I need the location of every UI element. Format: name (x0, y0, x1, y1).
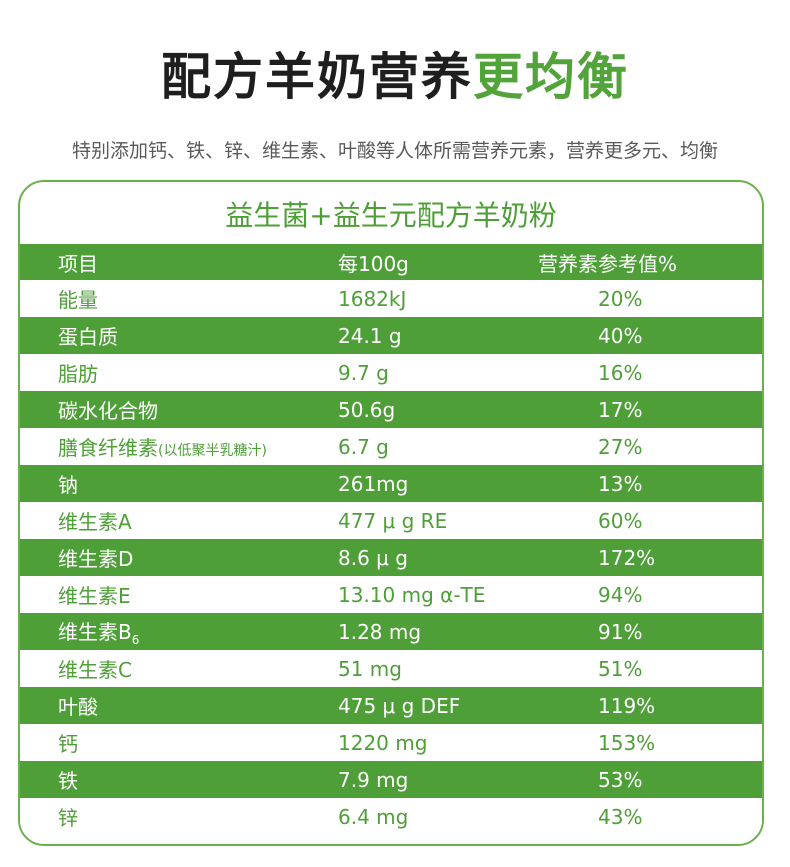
row-item: 锌 (58, 802, 78, 831)
row-amount: 6.4 mg (338, 804, 409, 829)
row-item: 能量 (58, 284, 98, 313)
page-subtitle: 特别添加钙、铁、锌、维生素、叶酸等人体所需营养元素，营养更多元、均衡 (71, 140, 718, 162)
row-item-label: 锌 (58, 806, 78, 830)
row-item-label: 叶酸 (58, 695, 98, 719)
nutrition-panel: 益生菌+益生元配方羊奶粉 项目 每100g 营养素参考值% 能量 1682kJ 20… (18, 180, 764, 846)
table-row: 铁 7.9 mg 53% (20, 761, 762, 798)
row-amount: 475 μ g DEF (338, 693, 461, 718)
row-nrv: 91% (598, 619, 643, 644)
table-row: 蛋白质 24.1 g 40% (20, 317, 762, 354)
nutrition-table: 项目 每100g 营养素参考值% 能量 1682kJ 20% 蛋白质 24.1 g 40%… (20, 244, 762, 835)
row-item: 钙 (58, 728, 78, 757)
row-nrv: 40% (598, 323, 643, 348)
row-item-note: 6 (131, 633, 140, 647)
row-item-label: 脂肪 (58, 362, 98, 386)
row-nrv: 60% (598, 508, 643, 533)
row-nrv: 20% (598, 286, 643, 311)
row-item-label: 钙 (58, 732, 78, 756)
table-row: 钙 1220 mg 153% (20, 724, 762, 761)
table-row: 叶酸 475 μ g DEF 119% (20, 687, 762, 724)
row-item: 维生素C (58, 654, 132, 683)
row-nrv: 17% (598, 397, 643, 422)
row-item-label: 钠 (58, 473, 78, 497)
header-item: 项目 (58, 251, 98, 276)
row-item: 维生素E (58, 580, 131, 609)
table-row: 能量 1682kJ 20% (20, 280, 762, 317)
table-row: 维生素D 8.6 μ g 172% (20, 539, 762, 576)
row-item-label: 能量 (58, 288, 98, 312)
row-item-label: 碳水化合物 (58, 399, 158, 423)
table-row: 钠 261mg 13% (20, 465, 762, 502)
table-row: 碳水化合物 50.6g 17% (20, 391, 762, 428)
row-amount: 8.6 μ g (338, 545, 408, 570)
row-nrv: 153% (598, 730, 656, 755)
panel-title: 益生菌+益生元配方羊奶粉 (225, 199, 557, 232)
row-nrv: 16% (598, 360, 643, 385)
row-amount: 477 μ g RE (338, 508, 448, 533)
row-amount: 50.6g (338, 397, 396, 422)
row-item-label: 维生素A (58, 510, 132, 534)
page-title: 配方羊奶营养更均衡 (0, 42, 790, 112)
table-row: 脂肪 9.7 g 16% (20, 354, 762, 391)
row-amount: 1220 mg (338, 730, 428, 755)
table-row: 维生素B6 1.28 mg 91% (20, 613, 762, 650)
row-amount: 9.7 g (338, 360, 389, 385)
row-item: 维生素D (58, 543, 133, 572)
row-item-label: 铁 (58, 769, 78, 793)
table-row: 维生素E 13.10 mg α-TE 94% (20, 576, 762, 613)
header-nrv: 营养素参考值% (538, 251, 678, 276)
row-item-label: 膳食纤维素 (58, 436, 158, 460)
row-item: 脂肪 (58, 358, 98, 387)
header-amount: 每100g (338, 251, 409, 276)
table-header: 项目 每100g 营养素参考值% (20, 244, 762, 280)
row-amount: 24.1 g (338, 323, 402, 348)
row-item-label: 蛋白质 (58, 325, 118, 349)
table-row: 维生素C 51 mg 51% (20, 650, 762, 687)
row-item-label: 维生素C (58, 658, 132, 682)
row-item: 膳食纤维素(以低聚半乳糖汁) (58, 432, 267, 461)
row-nrv: 13% (598, 471, 643, 496)
row-nrv: 94% (598, 582, 643, 607)
row-amount: 261mg (338, 471, 409, 496)
row-item: 维生素A (58, 506, 132, 535)
page-title-main: 配方羊奶营养 (161, 48, 473, 106)
row-item: 维生素B6 (58, 616, 139, 647)
row-amount: 13.10 mg α-TE (338, 582, 486, 607)
table-row: 膳食纤维素(以低聚半乳糖汁) 6.7 g 27% (20, 428, 762, 465)
row-amount: 7.9 mg (338, 767, 409, 792)
row-item: 碳水化合物 (58, 395, 158, 424)
row-nrv: 43% (598, 804, 643, 829)
table-row: 锌 6.4 mg 43% (20, 798, 762, 835)
row-item: 叶酸 (58, 691, 98, 720)
row-item: 铁 (58, 765, 78, 794)
row-item-label: 维生素E (58, 584, 131, 608)
row-item-note: (以低聚半乳糖汁) (158, 443, 267, 459)
row-nrv: 51% (598, 656, 643, 681)
row-amount: 6.7 g (338, 434, 389, 459)
row-nrv: 172% (598, 545, 656, 570)
row-amount: 51 mg (338, 656, 402, 681)
row-nrv: 53% (598, 767, 643, 792)
table-row: 维生素A 477 μ g RE 60% (20, 502, 762, 539)
row-item: 钠 (58, 469, 78, 498)
row-nrv: 27% (598, 434, 643, 459)
row-item-label: 维生素B (58, 620, 132, 644)
page-title-accent: 更均衡 (473, 48, 629, 106)
row-item: 蛋白质 (58, 321, 118, 350)
row-amount: 1682kJ (338, 286, 407, 311)
row-item-label: 维生素D (58, 547, 134, 571)
row-nrv: 119% (598, 693, 656, 718)
row-amount: 1.28 mg (338, 619, 422, 644)
